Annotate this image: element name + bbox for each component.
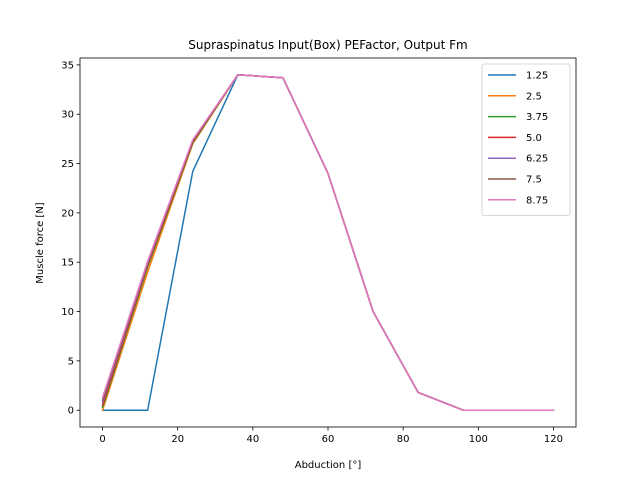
y-tick-label: 0: [68, 406, 74, 417]
series-line-8.75: [101, 74, 555, 411]
y-axis-label: Muscle force [N]: [35, 202, 46, 284]
legend-label: 6.25: [526, 154, 548, 165]
x-tick-label: 40: [246, 434, 259, 445]
legend-label: 7.5: [526, 175, 542, 186]
x-axis-label: Abduction [°]: [295, 460, 362, 471]
chart-title: Supraspinatus Input(Box) PEFactor, Outpu…: [188, 38, 468, 52]
legend-box: [481, 63, 571, 217]
x-tick-label: 80: [397, 434, 410, 445]
x-axis-ticks: 0 20 40 60 80 100 120: [99, 427, 563, 445]
legend-label: 3.75: [526, 112, 548, 123]
y-tick-label: 10: [61, 307, 74, 318]
x-tick-label: 0: [99, 434, 105, 445]
series-layer: [101, 74, 555, 412]
x-tick-label: 120: [544, 434, 563, 445]
y-axis-ticks: 0 5 10 15 20 25 30 35: [61, 60, 80, 417]
legend-label: 8.75: [526, 195, 548, 206]
legend-label: 2.5: [526, 91, 542, 102]
y-tick-label: 30: [61, 110, 74, 121]
legend-label: 5.0: [526, 133, 542, 144]
legend: 1.25 2.5 3.75 5.0 6.25 7.5 8.75: [481, 63, 571, 217]
y-tick-label: 35: [61, 60, 74, 71]
y-tick-label: 20: [61, 208, 74, 219]
x-tick-label: 100: [469, 434, 488, 445]
x-tick-label: 20: [171, 434, 184, 445]
y-tick-label: 25: [61, 159, 74, 170]
y-tick-label: 15: [61, 258, 74, 269]
x-tick-label: 60: [322, 434, 335, 445]
y-tick-label: 5: [68, 356, 74, 367]
legend-label: 1.25: [526, 71, 548, 82]
